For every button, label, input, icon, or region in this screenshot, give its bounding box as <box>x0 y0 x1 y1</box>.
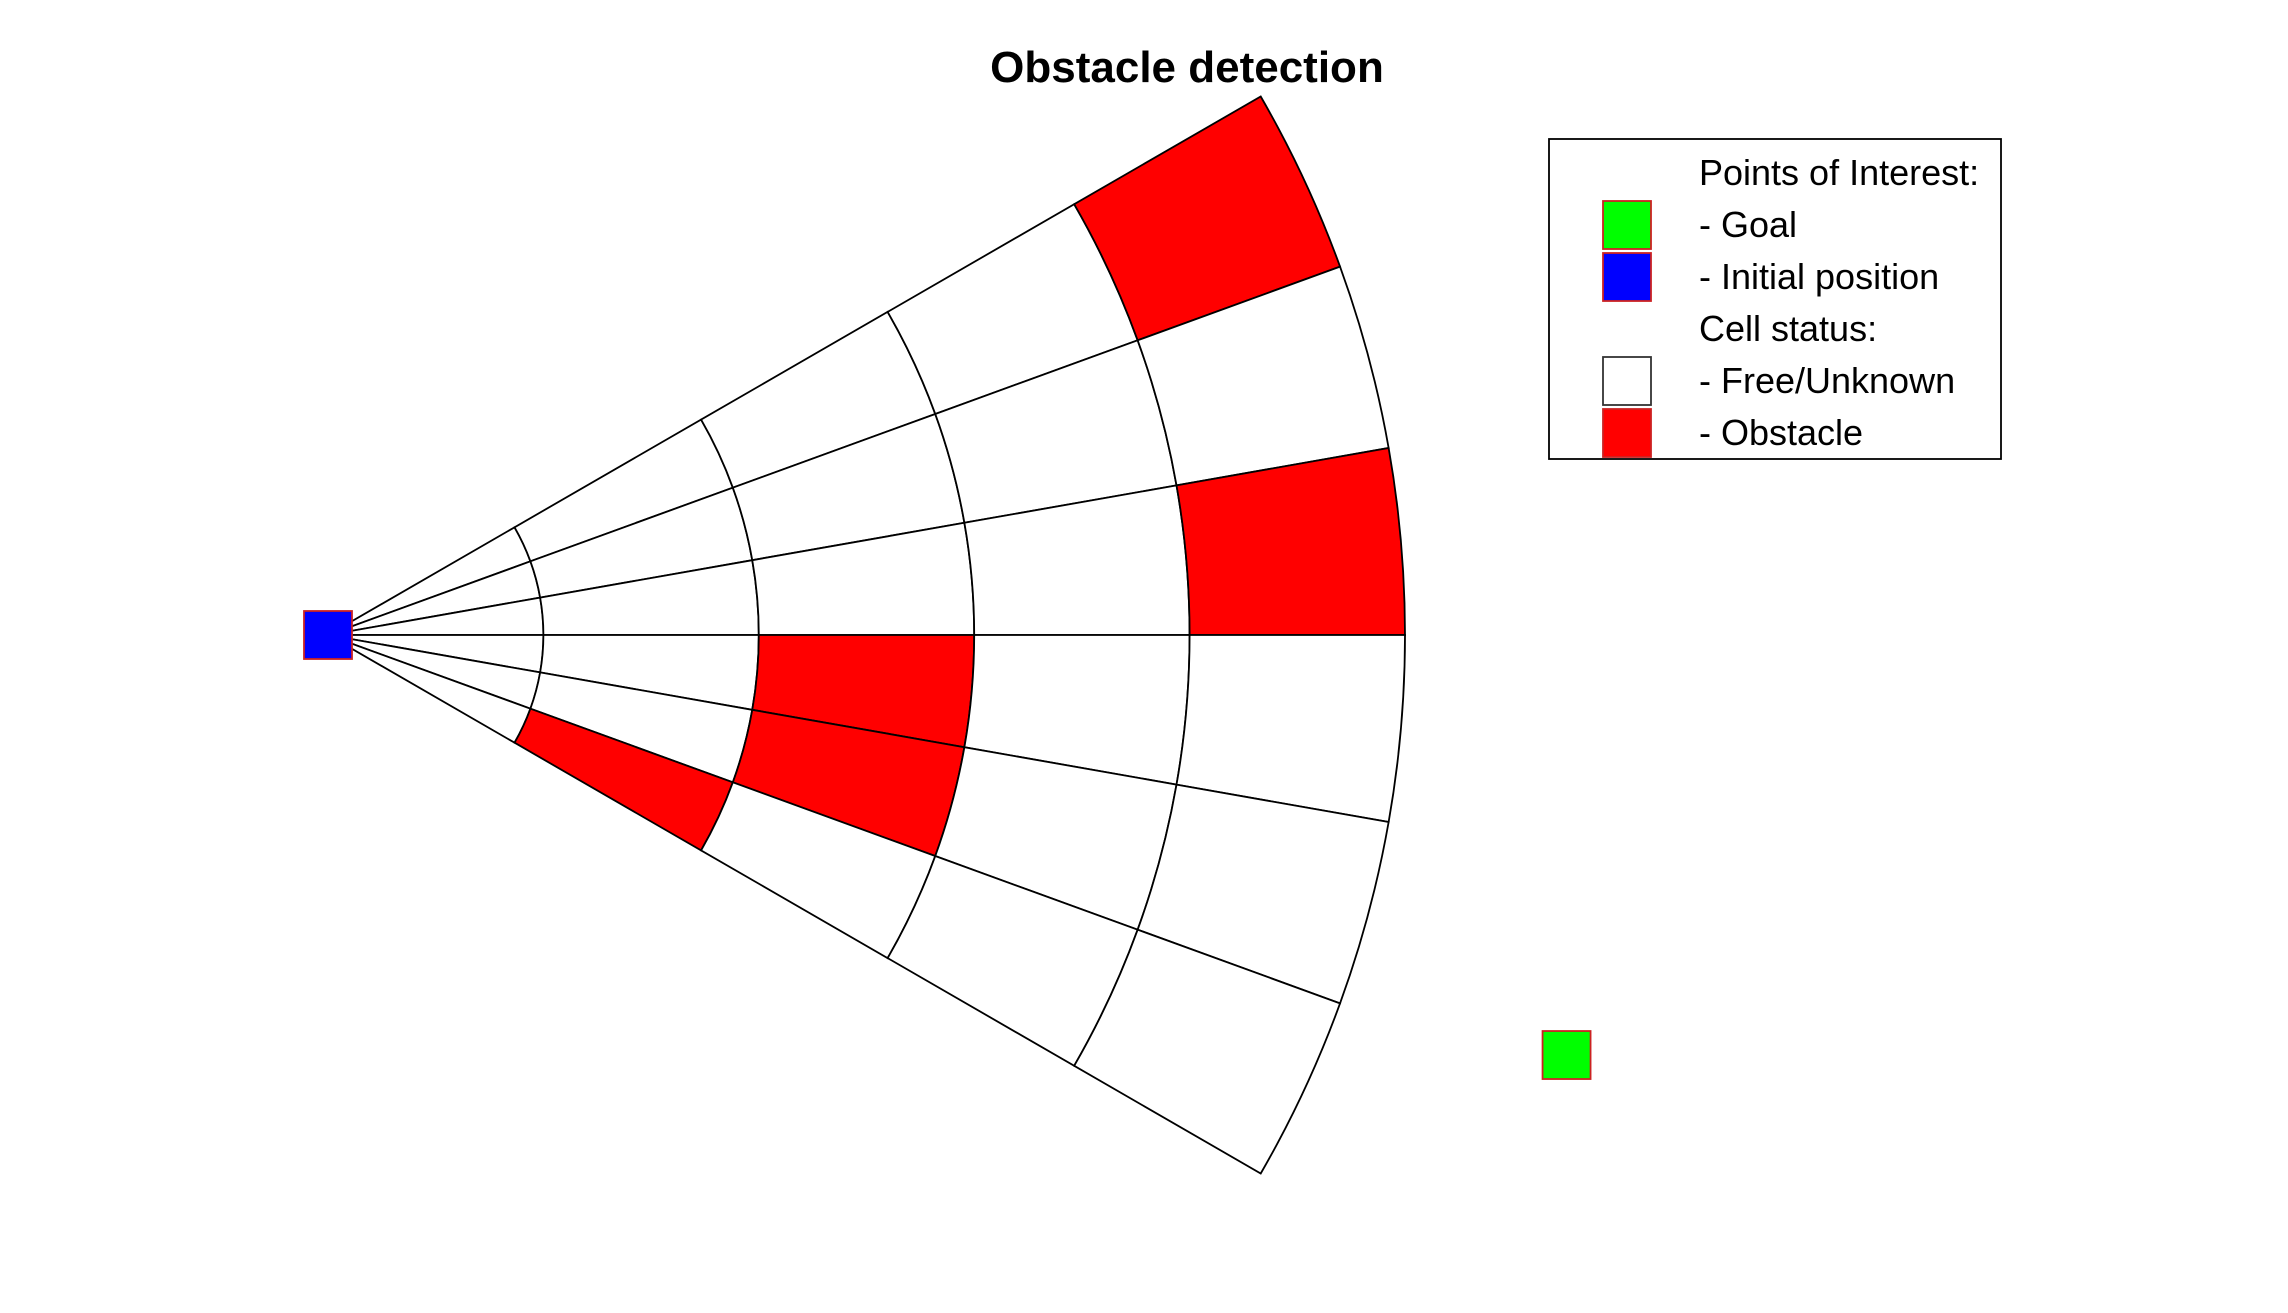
point-markers <box>303 610 1592 1080</box>
legend-label-goal: - Goal <box>1699 204 1797 245</box>
legend-swatch-free <box>1602 356 1652 406</box>
legend-label-free: - Free/Unknown <box>1699 360 1955 401</box>
legend-label-initial: - Initial position <box>1699 256 1939 297</box>
goal-marker <box>1541 1030 1592 1080</box>
legend-label-obstacle: - Obstacle <box>1699 412 1863 453</box>
legend-swatch-goal <box>1602 200 1652 250</box>
legend-label-cell-heading: Cell status: <box>1699 308 1877 349</box>
legend-swatch-obstacle <box>1602 408 1652 458</box>
figure-title: Obstacle detection <box>990 43 1384 92</box>
initial-position-marker <box>303 610 353 660</box>
legend-swatch-initial <box>1602 252 1652 302</box>
grid-cell-r5-s6-free <box>1072 928 1342 1175</box>
sensor-grid <box>327 95 1406 1175</box>
legend-entries: Points of Interest: - Goal - Initial posit… <box>1602 152 1979 458</box>
legend: Points of Interest: - Goal - Initial posit… <box>1548 138 2002 460</box>
legend-label-poi-heading: Points of Interest: <box>1699 152 1979 193</box>
